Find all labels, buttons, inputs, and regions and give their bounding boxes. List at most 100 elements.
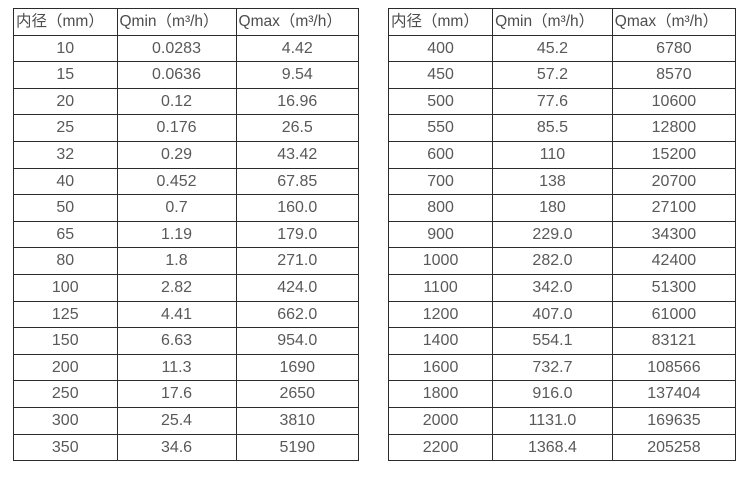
diameter-cell: 80 (13, 247, 118, 275)
qmin-cell: 0.12 (116, 87, 237, 116)
table-row: 1200 407.0 61000 (387, 300, 737, 329)
diameter-cell: 65 (13, 220, 118, 249)
diameter-cell: 200 (13, 353, 118, 382)
table-row: 250 17.6 2650 (13, 380, 360, 408)
diameter-cell: 1800 (387, 380, 494, 408)
qmin-cell: 180 (492, 194, 613, 222)
table-row: 1000 282.0 42400 (387, 247, 737, 275)
diameter-cell: 20 (13, 87, 118, 116)
qmin-cell: 45.2 (492, 34, 613, 63)
diameter-cell: 1400 (387, 327, 494, 355)
table-row: 2200 1368.4 205258 (387, 433, 737, 462)
table-row: 32 0.29 43.42 (13, 140, 360, 169)
table-row: 65 1.19 179.0 (13, 220, 360, 249)
qmax-cell: 43.42 (235, 140, 360, 169)
table-row: 20 0.12 16.96 (13, 87, 360, 116)
diameter-cell: 900 (387, 220, 494, 249)
header-row: 内径（mm） Qmin（m³/h） Qmax（m³/h） (13, 8, 360, 36)
qmax-cell: 16.96 (235, 87, 360, 116)
qmin-cell: 407.0 (492, 300, 613, 329)
table-row: 15 0.0636 9.54 (13, 61, 360, 89)
diameter-cell: 700 (387, 167, 494, 196)
qmax-cell: 2650 (235, 380, 360, 408)
diameter-header: 内径（mm） (387, 8, 494, 36)
qmax-cell: 15200 (611, 140, 737, 169)
qmin-cell: 11.3 (116, 353, 237, 382)
diameter-cell: 550 (387, 114, 494, 142)
qmax-cell: 108566 (611, 353, 737, 382)
diameter-cell: 1000 (387, 247, 494, 275)
qmin-cell: 916.0 (492, 380, 613, 408)
table-row: 10 0.0283 4.42 (13, 34, 360, 63)
diameter-cell: 125 (13, 300, 118, 329)
diameter-cell: 350 (13, 433, 118, 462)
flow-spec-table-large-diameters: 内径（mm） Qmin（m³/h） Qmax（m³/h） 400 45.2 6780… (387, 8, 737, 462)
qmin-cell: 554.1 (492, 327, 613, 355)
qmax-cell: 20700 (611, 167, 737, 196)
table-row: 25 0.176 26.5 (13, 114, 360, 142)
table-row: 1400 554.1 83121 (387, 327, 737, 355)
qmax-cell: 51300 (611, 273, 737, 302)
table-row: 125 4.41 662.0 (13, 300, 360, 329)
table-row: 300 25.4 3810 (13, 406, 360, 435)
table-row: 550 85.5 12800 (387, 114, 737, 142)
table-row: 2000 1131.0 169635 (387, 406, 737, 435)
table-row: 350 34.6 5190 (13, 433, 360, 462)
header-row: 内径（mm） Qmin（m³/h） Qmax（m³/h） (387, 8, 737, 36)
qmin-cell: 77.6 (492, 87, 613, 116)
qmin-cell: 0.7 (116, 194, 237, 222)
qmax-header: Qmax（m³/h） (235, 8, 360, 36)
qmax-cell: 67.85 (235, 167, 360, 196)
table-row: 200 11.3 1690 (13, 353, 360, 382)
qmax-cell: 34300 (611, 220, 737, 249)
qmax-cell: 160.0 (235, 194, 360, 222)
diameter-cell: 300 (13, 406, 118, 435)
qmin-cell: 0.452 (116, 167, 237, 196)
diameter-cell: 400 (387, 34, 494, 63)
qmin-cell: 1.8 (116, 247, 237, 275)
diameter-cell: 10 (13, 34, 118, 63)
qmin-cell: 732.7 (492, 353, 613, 382)
qmax-cell: 10600 (611, 87, 737, 116)
qmax-cell: 27100 (611, 194, 737, 222)
qmax-cell: 4.42 (235, 34, 360, 63)
table-row: 1800 916.0 137404 (387, 380, 737, 408)
qmax-cell: 137404 (611, 380, 737, 408)
table-row: 400 45.2 6780 (387, 34, 737, 63)
table-row: 50 0.7 160.0 (13, 194, 360, 222)
qmax-cell: 61000 (611, 300, 737, 329)
qmin-cell: 0.176 (116, 114, 237, 142)
table-row: 80 1.8 271.0 (13, 247, 360, 275)
diameter-cell: 50 (13, 194, 118, 222)
qmax-cell: 26.5 (235, 114, 360, 142)
table-row: 500 77.6 10600 (387, 87, 737, 116)
table-row: 900 229.0 34300 (387, 220, 737, 249)
qmin-cell: 6.63 (116, 327, 237, 355)
qmin-cell: 25.4 (116, 406, 237, 435)
qmax-header: Qmax（m³/h） (611, 8, 737, 36)
diameter-cell: 500 (387, 87, 494, 116)
qmax-cell: 5190 (235, 433, 360, 462)
qmax-cell: 271.0 (235, 247, 360, 275)
qmax-cell: 83121 (611, 327, 737, 355)
table-row: 600 110 15200 (387, 140, 737, 169)
qmax-cell: 42400 (611, 247, 737, 275)
qmin-cell: 1368.4 (492, 433, 613, 462)
qmax-cell: 424.0 (235, 273, 360, 302)
diameter-cell: 32 (13, 140, 118, 169)
qmin-cell: 4.41 (116, 300, 237, 329)
qmax-cell: 169635 (611, 406, 737, 435)
diameter-cell: 150 (13, 327, 118, 355)
qmin-cell: 2.82 (116, 273, 237, 302)
flow-spec-table-small-diameters: 内径（mm） Qmin（m³/h） Qmax（m³/h） 10 0.0283 4.4… (13, 8, 360, 462)
diameter-cell: 250 (13, 380, 118, 408)
diameter-cell: 1200 (387, 300, 494, 329)
diameter-header: 内径（mm） (13, 8, 118, 36)
table-row: 100 2.82 424.0 (13, 273, 360, 302)
qmax-cell: 3810 (235, 406, 360, 435)
qmin-cell: 0.0283 (116, 34, 237, 63)
table-row: 700 138 20700 (387, 167, 737, 196)
qmax-cell: 205258 (611, 433, 737, 462)
diameter-cell: 1600 (387, 353, 494, 382)
